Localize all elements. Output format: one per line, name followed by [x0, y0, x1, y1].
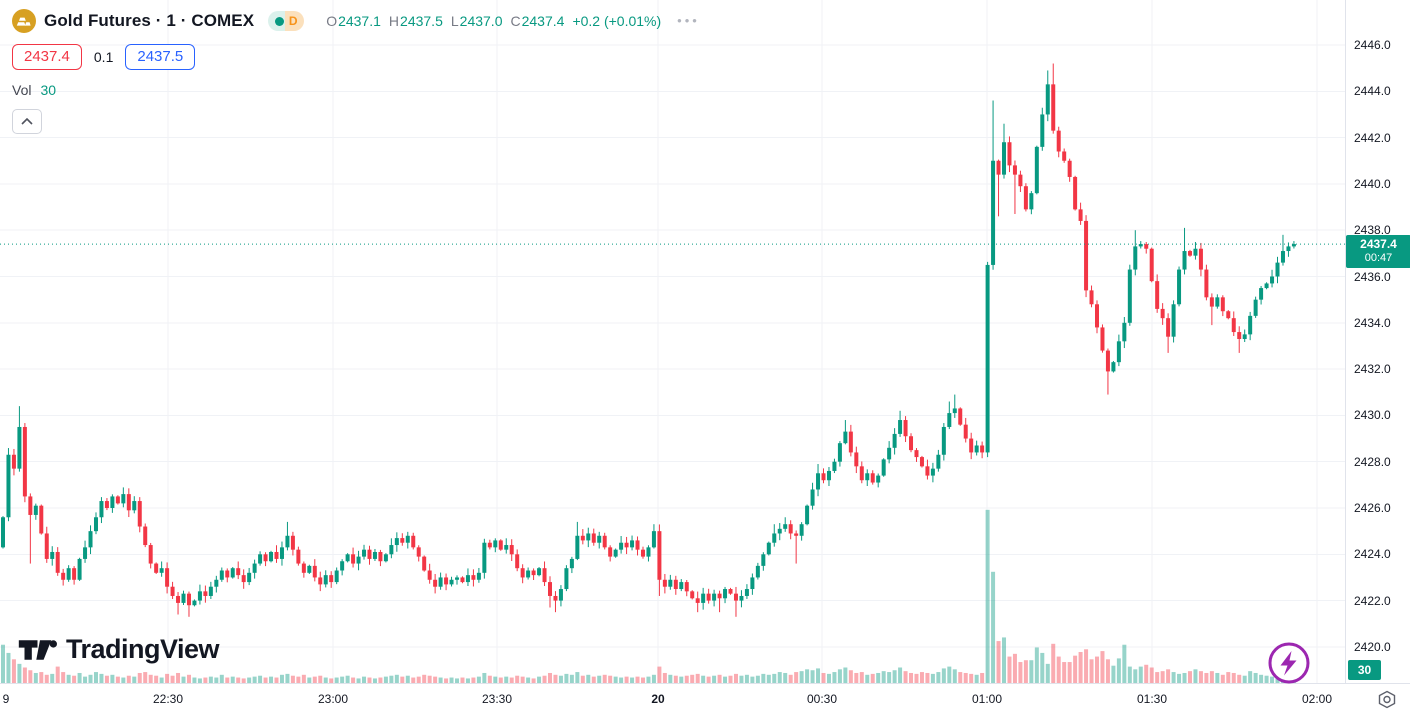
candlestick-chart[interactable]	[0, 0, 1345, 683]
time-axis-label: 02:00	[1301, 692, 1333, 706]
more-options-icon[interactable]: •••	[677, 13, 700, 28]
open-value: 2437.1	[338, 13, 381, 29]
price-axis-label: 2426.0	[1354, 501, 1391, 515]
time-axis-label: 01:00	[971, 692, 1003, 706]
price-axis-label: 2440.0	[1354, 176, 1391, 191]
tradingview-logo-text: TradingView	[66, 634, 220, 664]
price-axis-label: 2442.0	[1354, 130, 1391, 145]
volume-axis-badge: 30	[1348, 660, 1381, 680]
collapse-legend-button[interactable]	[12, 109, 42, 134]
price-axis-label: 2430.0	[1354, 408, 1391, 423]
buy-button[interactable]: 2437.5	[125, 43, 196, 70]
close-label: C	[510, 13, 521, 29]
current-price-value: 2437.4	[1360, 237, 1397, 252]
volume-value: 30	[40, 82, 57, 98]
time-axis-label: 22:30	[152, 692, 184, 706]
time-axis[interactable]: 9 22:30 23:00 23:30 20 00:30 01:00 01:30 02:00	[0, 683, 1410, 714]
chart-legend: Gold Futures · 1 · COMEX D O 2437.1 H 2437…	[12, 8, 700, 134]
price-axis-label: 2444.0	[1354, 84, 1391, 99]
current-price-badge: 2437.4 00:47	[1346, 235, 1410, 269]
price-axis-label: 2420.0	[1354, 639, 1391, 654]
price-axis[interactable]: 2437.4 00:47 30 2446.0 2444.0 2442.0 2440.0…	[1345, 0, 1410, 683]
sell-button[interactable]: 2437.4	[12, 43, 82, 70]
spread-value: 0.1	[93, 48, 114, 65]
price-axis-label: 2438.0	[1354, 223, 1391, 238]
market-open-dot-icon	[268, 11, 286, 31]
time-axis-label: 01:30	[1136, 692, 1168, 706]
chevron-up-icon	[21, 118, 33, 125]
price-axis-label: 2428.0	[1354, 454, 1391, 469]
price-axis-label: 2434.0	[1354, 315, 1391, 330]
time-axis-label: 23:00	[317, 692, 349, 706]
lightning-bolt-icon	[1268, 642, 1310, 684]
volume-indicator-row: Vol 30	[12, 82, 700, 98]
tradingview-logo[interactable]: TradingView	[18, 634, 220, 665]
time-axis-label: 23:30	[481, 692, 513, 706]
time-axis-label: 20	[651, 692, 665, 706]
high-value: 2437.5	[400, 13, 443, 29]
ohlc-readout: O 2437.1 H 2437.5 L 2437.0 C 2437.4 +0.2 (+0…	[326, 13, 661, 29]
price-axis-label: 2422.0	[1354, 593, 1391, 608]
chart-plot-area[interactable]	[0, 0, 1345, 683]
price-axis-label: 2446.0	[1354, 38, 1391, 52]
low-label: L	[450, 13, 459, 29]
time-axis-label: 00:30	[806, 692, 838, 706]
time-axis-label: 9	[2, 692, 10, 706]
instant-order-lightning-button[interactable]	[1266, 640, 1312, 686]
change-value: +0.2 (+0.01%)	[572, 13, 662, 29]
daily-interval-badge: D	[285, 11, 305, 31]
price-axis-label: 2424.0	[1354, 547, 1391, 562]
symbol-title[interactable]: Gold Futures · 1 · COMEX	[44, 11, 255, 30]
gold-futures-symbol-icon	[12, 9, 36, 33]
high-label: H	[388, 13, 400, 29]
market-status-pill[interactable]: D	[268, 11, 305, 31]
price-axis-label: 2436.0	[1354, 269, 1391, 284]
low-value: 2437.0	[459, 13, 503, 29]
tradingview-mark-icon	[18, 639, 57, 660]
bar-countdown: 00:47	[1364, 252, 1393, 265]
price-axis-label: 2432.0	[1354, 362, 1391, 377]
volume-label[interactable]: Vol	[12, 82, 32, 98]
open-label: O	[326, 13, 338, 29]
close-value: 2437.4	[521, 13, 565, 29]
session-settings-icon[interactable]	[1377, 690, 1397, 709]
